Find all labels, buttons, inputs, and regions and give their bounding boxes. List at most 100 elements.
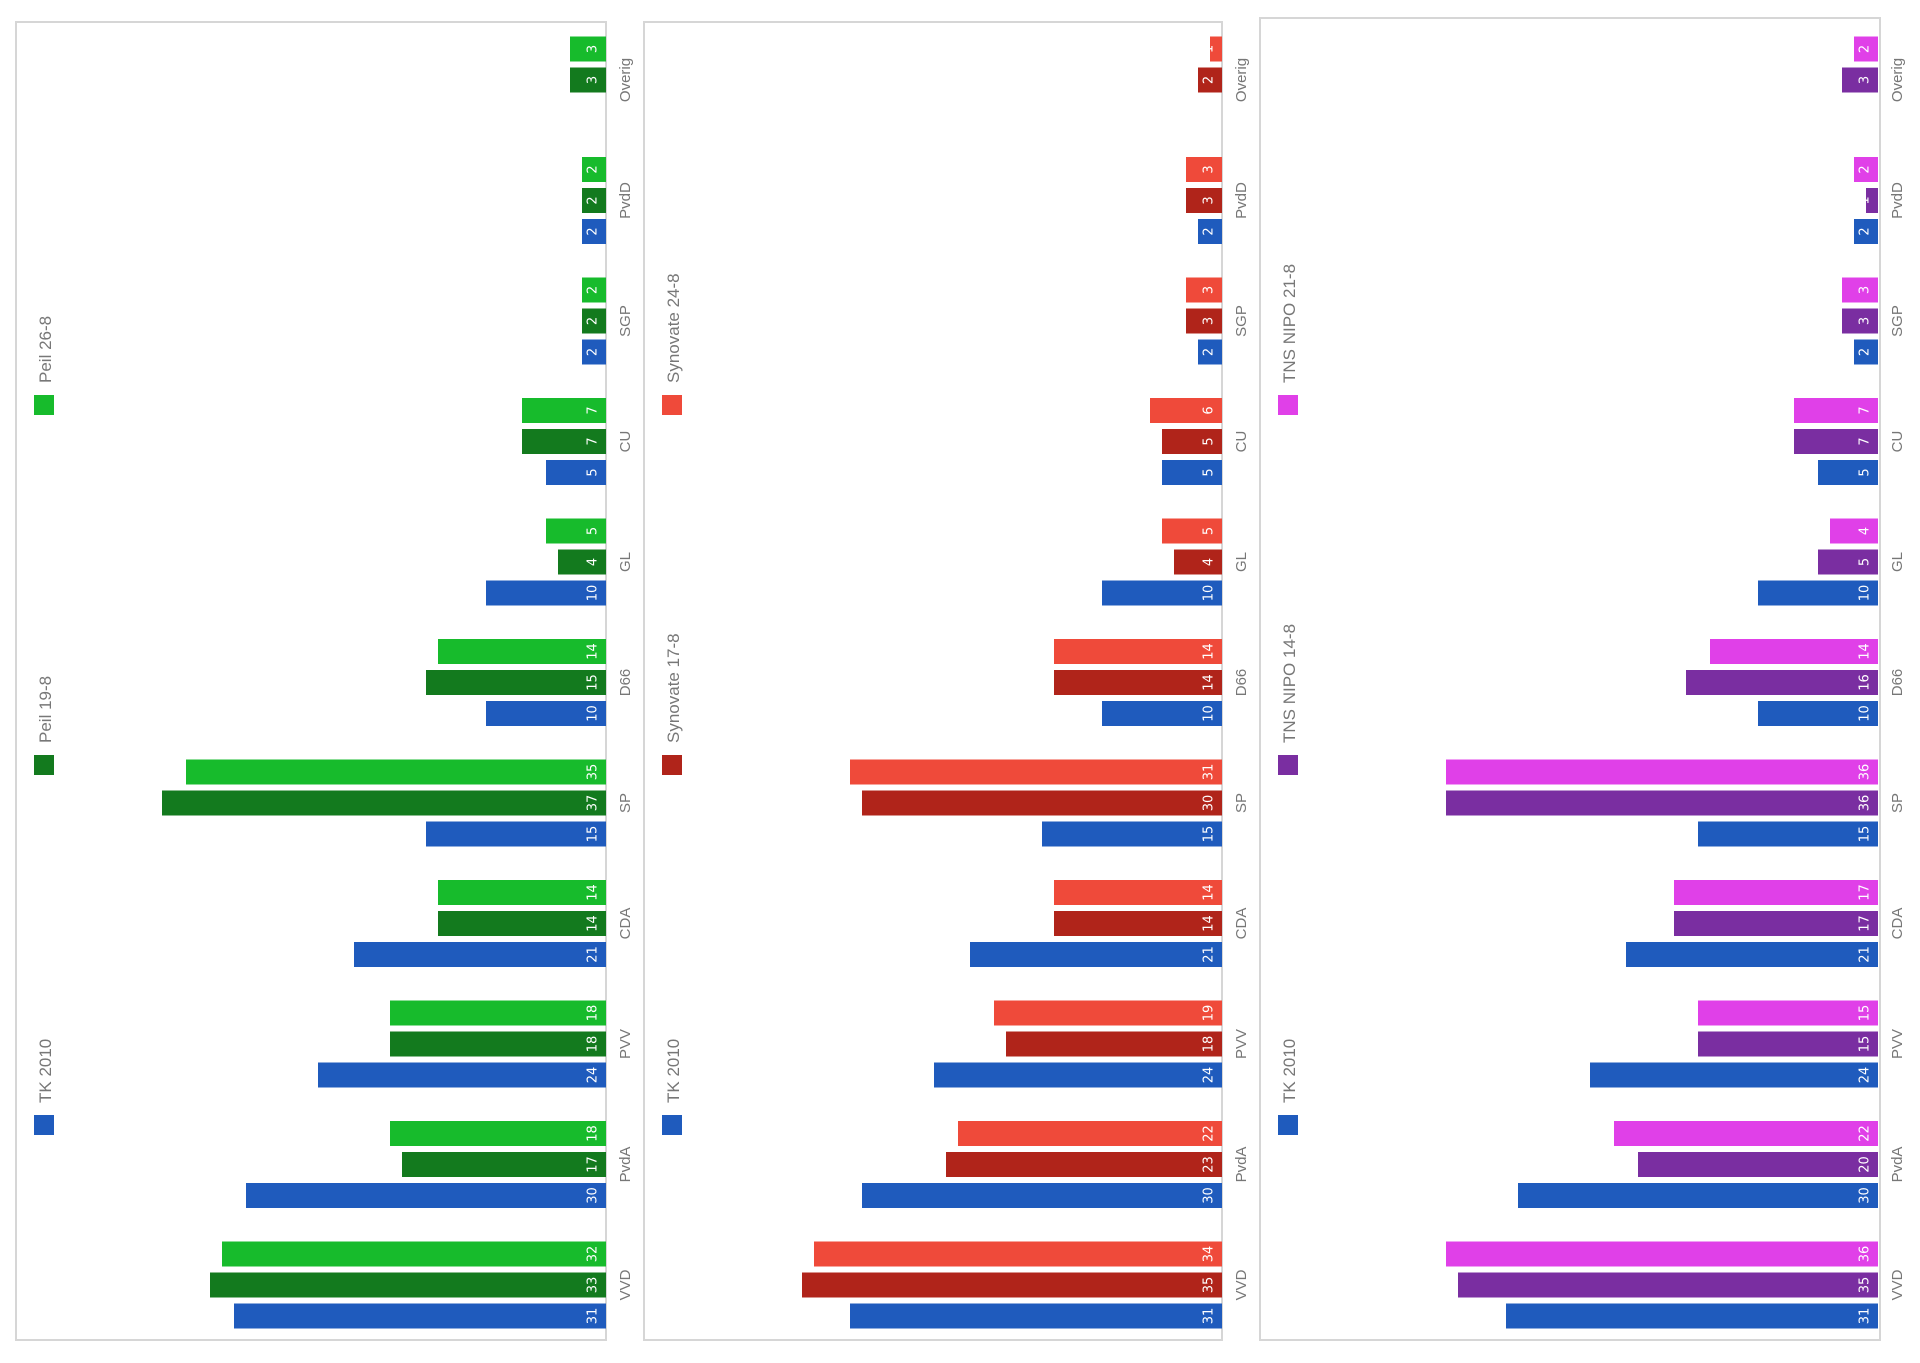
bar-sp-3 xyxy=(186,759,606,785)
bar-d66-3 xyxy=(438,639,606,664)
bar-value-label: 2 xyxy=(586,165,601,173)
bar-cda-2 xyxy=(1054,911,1222,936)
category-label-pvda: PvdA xyxy=(617,1147,634,1183)
bar-overig-3 xyxy=(1210,36,1222,62)
bar-value-label: 10 xyxy=(1858,705,1873,722)
bar-value-label: 2 xyxy=(1202,227,1217,235)
legend-swatch-3 xyxy=(662,395,682,415)
bar-cu-3 xyxy=(1794,398,1878,423)
legend-swatch-1 xyxy=(662,1115,682,1135)
bar-value-label: 7 xyxy=(1858,406,1873,414)
bar-value-label: 5 xyxy=(586,468,601,476)
bar-value-label: 14 xyxy=(586,643,601,660)
bar-value-label: 6 xyxy=(1202,406,1217,414)
bar-sp-2 xyxy=(1446,790,1878,816)
category-label-pvv: PVV xyxy=(617,1029,634,1059)
bar-pvdd-3 xyxy=(582,157,606,182)
bar-value-label: 15 xyxy=(1858,826,1873,843)
legend-label-2: TNS NIPO 14-8 xyxy=(1280,624,1299,743)
bar-value-label: 14 xyxy=(1202,643,1217,660)
bar-value-label: 2 xyxy=(586,227,601,235)
bar-value-label: 21 xyxy=(1202,946,1217,963)
bar-cda-3 xyxy=(1674,880,1878,905)
bar-value-label: 5 xyxy=(1858,558,1873,566)
legend-swatch-1 xyxy=(34,1115,54,1135)
bar-value-label: 3 xyxy=(1202,196,1217,204)
bar-overig-2 xyxy=(1198,67,1222,93)
bar-vvd-3 xyxy=(814,1241,1222,1267)
legend-label-1: TK 2010 xyxy=(36,1039,55,1103)
bar-gl-3 xyxy=(546,518,606,544)
bar-vvd-3 xyxy=(222,1241,606,1267)
bar-value-label: 7 xyxy=(586,406,601,414)
bar-value-label: 14 xyxy=(1202,884,1217,901)
bar-value-label: 19 xyxy=(1202,1005,1217,1022)
bar-pvdd-1 xyxy=(1854,219,1878,244)
bar-cu-1 xyxy=(1162,460,1222,485)
bar-sp-3 xyxy=(1446,759,1878,785)
bar-value-label: 22 xyxy=(1202,1125,1217,1142)
bar-value-label: 18 xyxy=(1202,1036,1217,1053)
bar-value-label: 3 xyxy=(586,45,601,53)
bar-value-label: 36 xyxy=(1858,1246,1873,1263)
category-label-overig: Overig xyxy=(1889,58,1906,102)
category-label-cu: CU xyxy=(1233,431,1250,453)
legend-label-3: Peil 26-8 xyxy=(36,316,55,383)
bar-value-label: 7 xyxy=(1858,437,1873,445)
bar-pvdd-3 xyxy=(1186,157,1222,182)
bar-gl-1 xyxy=(1102,580,1222,606)
bar-value-label: 5 xyxy=(1202,437,1217,445)
category-label-sp: SP xyxy=(1889,793,1906,813)
bar-value-label: 10 xyxy=(586,585,601,602)
bar-vvd-2 xyxy=(802,1272,1222,1298)
bar-cda-1 xyxy=(1626,942,1878,967)
bar-pvdd-3 xyxy=(1854,157,1878,182)
bar-value-label: 35 xyxy=(1858,1277,1873,1294)
legend-swatch-2 xyxy=(662,755,682,775)
category-label-sgp: SGP xyxy=(1889,305,1906,337)
bar-pvda-1 xyxy=(246,1183,606,1208)
bar-sgp-1 xyxy=(1198,339,1222,365)
bar-value-label: 4 xyxy=(1202,558,1217,566)
bar-value-label: 5 xyxy=(1858,468,1873,476)
legend-label-3: Synovate 24-8 xyxy=(664,273,683,383)
bar-cda-1 xyxy=(970,942,1222,967)
bar-sp-1 xyxy=(1698,821,1878,847)
bar-value-label: 14 xyxy=(1858,643,1873,660)
bar-value-label: 3 xyxy=(1202,165,1217,173)
bar-value-label: 2 xyxy=(586,317,601,325)
bar-pvdd-2 xyxy=(582,188,606,213)
bar-gl-1 xyxy=(1758,580,1878,606)
bar-pvdd-1 xyxy=(1198,219,1222,244)
bar-value-label: 30 xyxy=(1858,1187,1873,1204)
bar-value-label: 36 xyxy=(1858,764,1873,781)
category-label-vvd: VVD xyxy=(1233,1269,1250,1300)
category-label-gl: GL xyxy=(617,552,634,572)
bar-value-label: 10 xyxy=(1202,705,1217,722)
bar-value-label: 2 xyxy=(1202,348,1217,356)
category-label-pvda: PvdA xyxy=(1233,1147,1250,1183)
bar-pvv-3 xyxy=(390,1000,606,1026)
legend-swatch-3 xyxy=(1278,395,1298,415)
bar-pvv-3 xyxy=(994,1000,1222,1026)
bar-d66-2 xyxy=(426,670,606,695)
bar-sp-2 xyxy=(862,790,1222,816)
bar-value-label: 32 xyxy=(586,1246,601,1263)
bar-pvv-1 xyxy=(318,1062,606,1088)
bar-pvda-2 xyxy=(402,1152,606,1177)
bar-overig-2 xyxy=(570,67,606,93)
bar-d66-1 xyxy=(486,701,606,726)
bar-value-label: 15 xyxy=(1858,1005,1873,1022)
bar-value-label: 14 xyxy=(586,884,601,901)
legend-label-1: TK 2010 xyxy=(664,1039,683,1103)
bar-vvd-3 xyxy=(1446,1241,1878,1267)
bar-value-label: 22 xyxy=(1858,1125,1873,1142)
bar-gl-3 xyxy=(1830,518,1878,544)
category-label-vvd: VVD xyxy=(1889,1269,1906,1300)
category-label-pvdd: PvdD xyxy=(1233,182,1250,219)
legend-swatch-2 xyxy=(1278,755,1298,775)
bar-value-label: 17 xyxy=(586,1156,601,1173)
